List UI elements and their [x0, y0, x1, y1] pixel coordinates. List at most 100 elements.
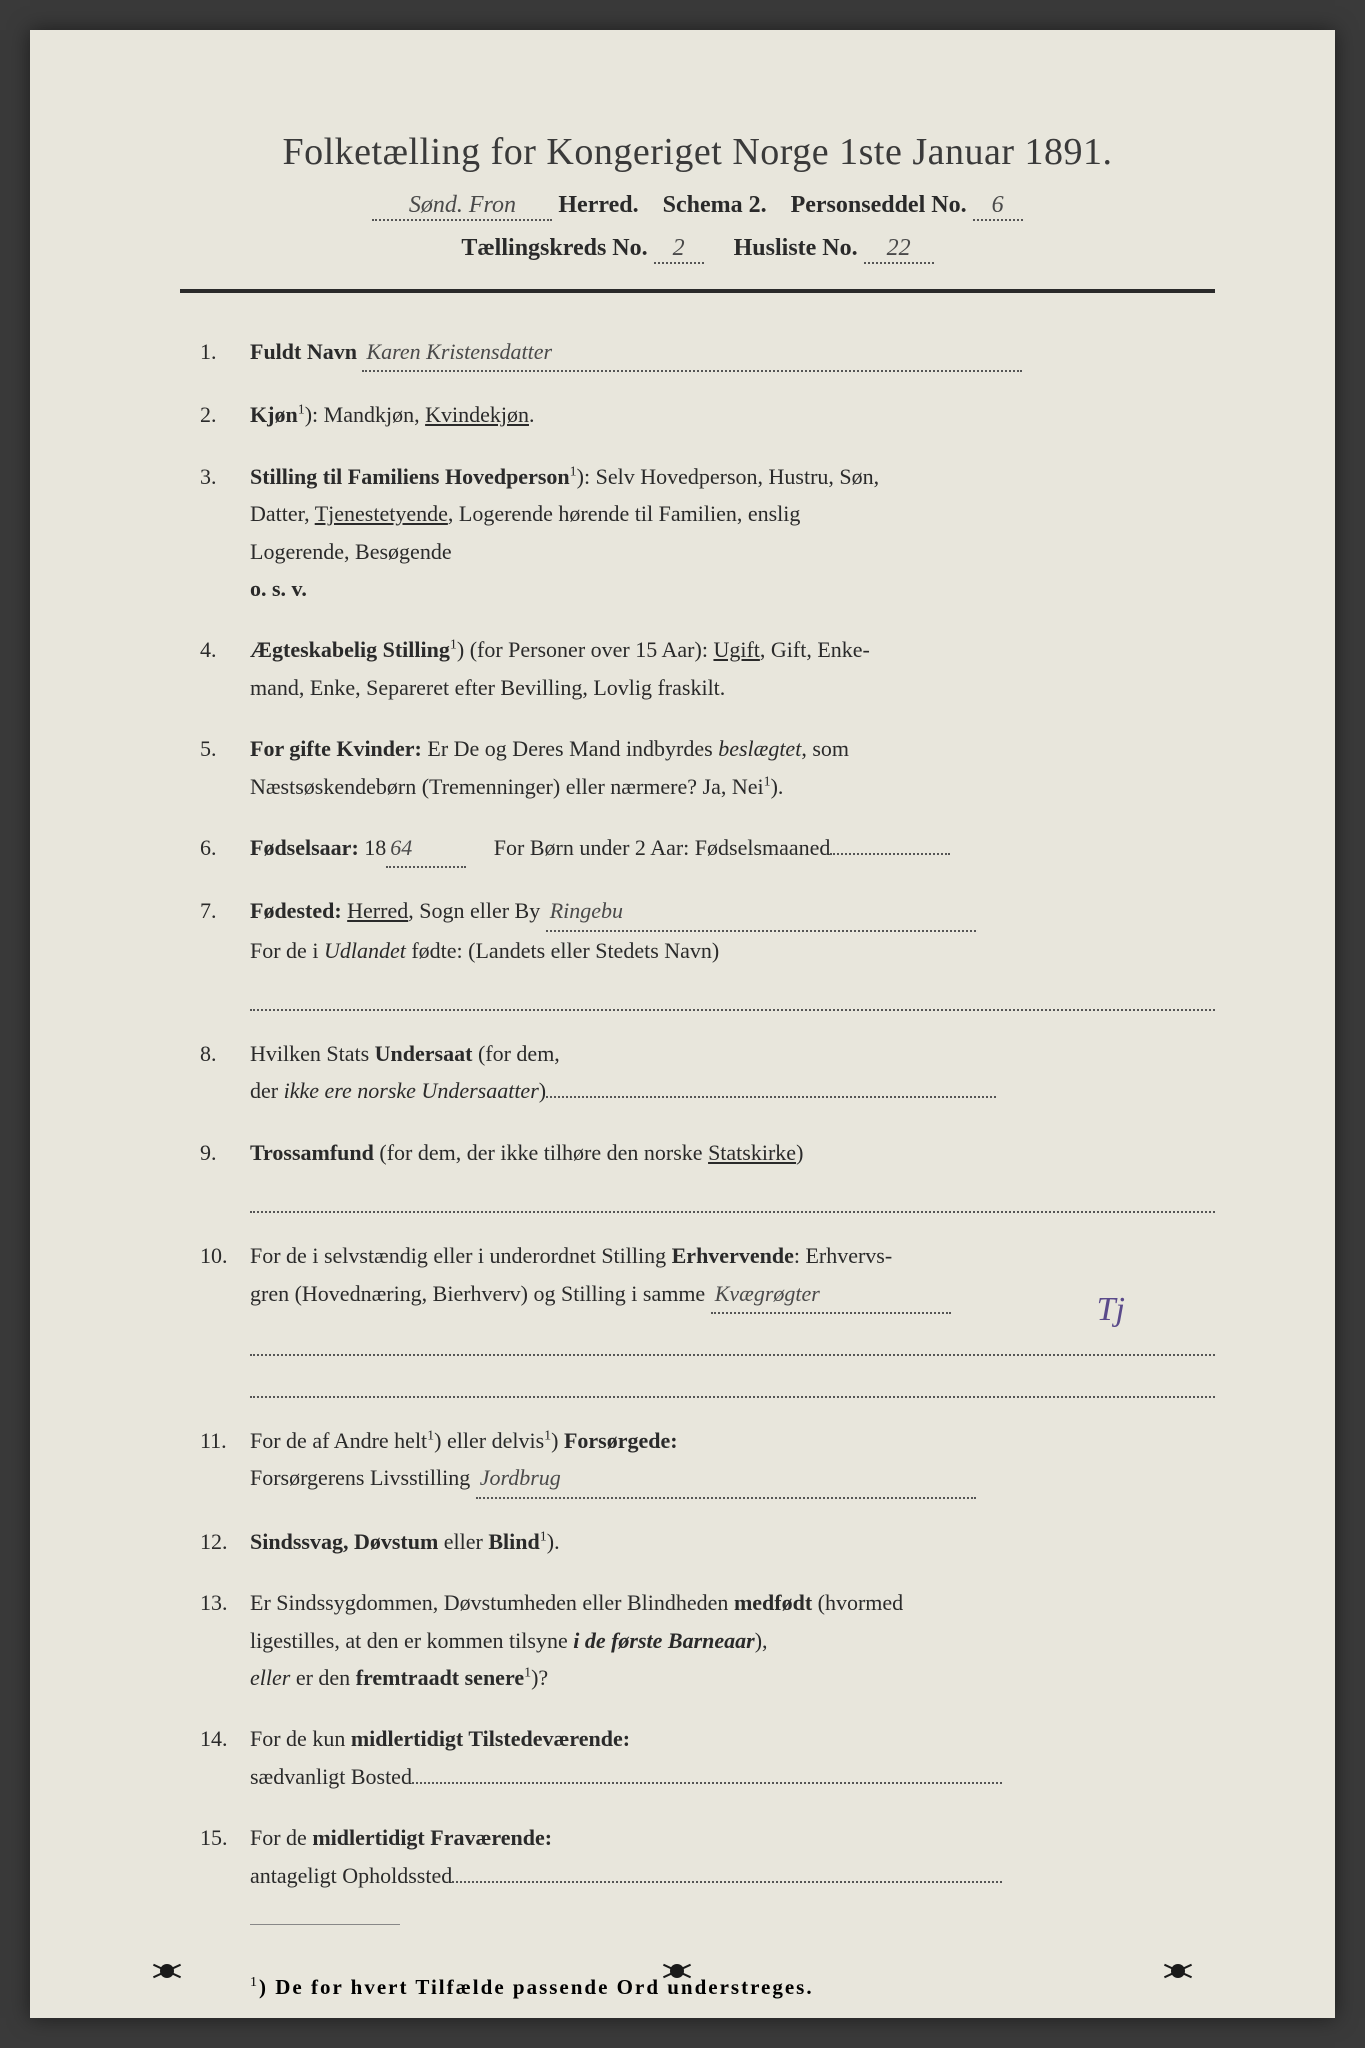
text: , Gift, Enke-	[760, 637, 870, 662]
item-number: 12.	[200, 1523, 250, 1560]
text: : Erhvervs-	[794, 1243, 892, 1268]
item-number: 4.	[200, 631, 250, 706]
item-5: 5. For gifte Kvinder: Er De og Deres Man…	[200, 730, 1215, 805]
text: Selv Hovedperson, Hustru, Søn,	[590, 464, 879, 489]
text: Er Sindssygdommen, Døvstumheden eller Bl…	[250, 1590, 734, 1615]
item-body: Hvilken Stats Undersaat (for dem, der ik…	[250, 1035, 1215, 1110]
year-handwritten: 64	[386, 829, 466, 868]
footnote-ref: 1	[298, 403, 305, 418]
item-15: 15. For de midlertidigt Fraværende: anta…	[200, 1819, 1215, 1894]
item-number: 15.	[200, 1819, 250, 1894]
subtitle-line-1: Sønd. Fron Herred. Schema 2. Personsedde…	[180, 192, 1215, 221]
text: For Børn under 2 Aar: Fødselsmaaned	[494, 835, 831, 860]
provider-handwritten: Jordbrug	[476, 1459, 976, 1498]
text: er den	[290, 1665, 355, 1690]
item-8: 8. Hvilken Stats Undersaat (for dem, der…	[200, 1035, 1215, 1110]
text: For de kun	[250, 1726, 351, 1751]
blank-field	[830, 853, 950, 855]
text: (for dem, der ikke tilhøre den norske	[374, 1140, 708, 1165]
text: o. s. v.	[250, 576, 307, 601]
footnote-ref: 1	[540, 1529, 547, 1544]
binding-hole-icon	[1171, 1964, 1185, 1978]
binding-hole-icon	[160, 1964, 174, 1978]
blank-line	[250, 989, 1215, 1011]
label-suffix: ).	[547, 1529, 560, 1554]
text: Logerende, Besøgende	[250, 539, 452, 564]
bold-text: Undersaat	[375, 1041, 473, 1066]
text: )	[539, 1078, 546, 1103]
label: Fødselsaar:	[250, 835, 359, 860]
text: For de i	[250, 938, 324, 963]
italic-text: beslægtet	[718, 736, 801, 761]
main-title: Folketælling for Kongeriget Norge 1ste J…	[180, 130, 1215, 174]
blank-line	[250, 1334, 1215, 1356]
text: eller	[438, 1529, 488, 1554]
item-12: 12. Sindssvag, Døvstum eller Blind1).	[200, 1523, 1215, 1560]
selected-option: Ugift	[713, 637, 759, 662]
item-11: 11. For de af Andre helt1) eller delvis1…	[200, 1422, 1215, 1499]
husliste-label: Husliste No.	[734, 235, 858, 261]
item-7: 7. Fødested: Herred, Sogn eller By Ringe…	[200, 892, 1215, 1011]
text: , som	[801, 736, 849, 761]
item-number: 14.	[200, 1720, 250, 1795]
label: Stilling til Familiens Hovedperson	[250, 464, 570, 489]
text: ) eller delvis	[434, 1428, 544, 1453]
item-number: 8.	[200, 1035, 250, 1110]
personseddel-label: Personseddel No.	[791, 192, 967, 218]
blank-field	[452, 1881, 1002, 1883]
bold-text: Forsørgede:	[564, 1428, 678, 1453]
item-body: For gifte Kvinder: Er De og Deres Mand i…	[250, 730, 1215, 805]
herred-handwritten: Sønd. Fron	[372, 192, 552, 221]
text: antageligt Opholdssted	[250, 1863, 452, 1888]
label: Fødested:	[250, 898, 342, 923]
text: For de af Andre helt	[250, 1428, 427, 1453]
trailing: .	[529, 402, 535, 427]
item-2: 2. Kjøn1): Mandkjøn, Kvindekjøn.	[200, 396, 1215, 433]
footnote-ref: 1	[450, 638, 457, 653]
item-number: 5.	[200, 730, 250, 805]
bold-text: midlertidigt Tilstedeværende:	[351, 1726, 630, 1751]
text: )?	[531, 1665, 548, 1690]
text: Datter,	[250, 501, 315, 526]
text: der	[250, 1078, 284, 1103]
underlined-text: Statskirke	[708, 1140, 796, 1165]
name-handwritten: Karen Kristensdatter	[362, 333, 1022, 372]
footnote: 1) De for hvert Tilfælde passende Ord un…	[180, 1975, 1215, 2000]
label: Fuldt Navn	[250, 339, 357, 364]
items-list: 1. Fuldt Navn Karen Kristensdatter 2. Kj…	[180, 333, 1215, 1894]
item-4: 4. Ægteskabelig Stilling1) (for Personer…	[200, 631, 1215, 706]
kreds-no: 2	[654, 235, 704, 264]
item-body: For de midlertidigt Fraværende: antageli…	[250, 1819, 1215, 1894]
text: Hvilken Stats	[250, 1041, 375, 1066]
text: gren (Hovednæring, Bierhverv) og Stillin…	[250, 1281, 705, 1306]
item-10: 10. For de i selvstændig eller i underor…	[200, 1237, 1215, 1398]
blank-line	[250, 1376, 1215, 1398]
text: , Sogn eller By	[408, 898, 540, 923]
text: Er De og Deres Mand indbyrdes	[422, 736, 718, 761]
bold-text: midlertidigt Fraværende:	[312, 1825, 552, 1850]
item-6: 6. Fødselsaar: 1864 For Børn under 2 Aar…	[200, 829, 1215, 868]
husliste-no: 22	[864, 235, 934, 264]
selected-option: Tjenestetyende	[315, 501, 448, 526]
label: Kjøn	[250, 402, 298, 427]
italic-text: ikke ere norske Undersaatter	[284, 1078, 539, 1103]
item-body: Ægteskabelig Stilling1) (for Personer ov…	[250, 631, 1215, 706]
item-body: For de i selvstændig eller i underordnet…	[250, 1237, 1215, 1398]
bold-text: Erhvervende	[672, 1243, 794, 1268]
label: Ægteskabelig Stilling	[250, 637, 450, 662]
marginal-note: Tj	[1097, 1281, 1125, 1339]
item-body: Sindssvag, Døvstum eller Blind1).	[250, 1523, 1215, 1560]
selected-option: Herred	[347, 898, 408, 923]
selected-option: Kvindekjøn	[425, 402, 529, 427]
text: mand, Enke, Separeret efter Bevilling, L…	[250, 675, 725, 700]
italic-text: eller	[250, 1665, 290, 1690]
footnote-ref: 1	[570, 464, 577, 479]
item-body: Er Sindssygdommen, Døvstumheden eller Bl…	[250, 1584, 1215, 1696]
label-suffix: ).	[771, 774, 784, 799]
text: (hvormed	[812, 1590, 903, 1615]
item-body: For de kun midlertidigt Tilstedeværende:…	[250, 1720, 1215, 1795]
census-form-page: Folketælling for Kongeriget Norge 1ste J…	[30, 30, 1335, 2018]
schema-label: Schema 2.	[663, 192, 767, 218]
italic-text: Udlandet	[324, 938, 406, 963]
text: Næstsøskendebørn (Tremenninger) eller næ…	[250, 774, 764, 799]
